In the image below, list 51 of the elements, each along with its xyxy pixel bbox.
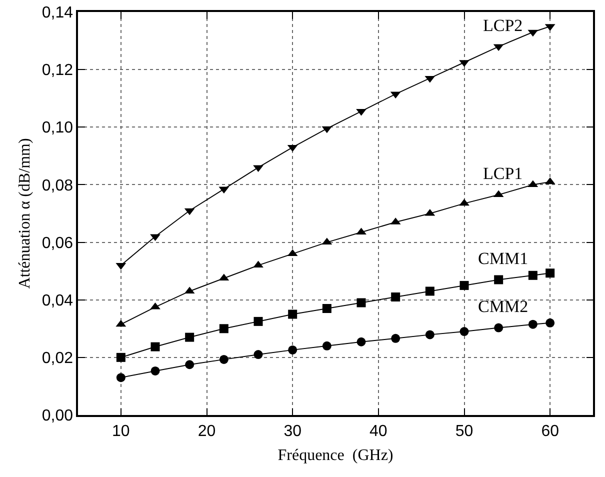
point (322, 341, 332, 350)
point (116, 352, 126, 362)
point (219, 324, 228, 334)
x-tick-label: 20 (198, 422, 216, 440)
point (150, 366, 160, 376)
y-tick-label: 0,06 (42, 234, 74, 252)
point (150, 342, 160, 352)
point (546, 268, 555, 278)
series-label: CMM2 (478, 297, 528, 316)
point (116, 373, 126, 382)
point (460, 280, 469, 290)
y-tick-label: 0,00 (42, 408, 74, 425)
point (391, 292, 400, 302)
y-tick-label: 0,02 (42, 350, 74, 368)
point (546, 318, 555, 328)
series-label: CMM1 (478, 249, 528, 268)
point (356, 337, 366, 346)
point (253, 260, 264, 268)
x-tick-label: 10 (112, 422, 130, 440)
y-tick-label: 0,04 (42, 292, 74, 310)
x-tick-label: 30 (284, 422, 302, 440)
point (459, 198, 470, 206)
point (494, 323, 504, 332)
point (185, 360, 194, 370)
series-label: LCP1 (483, 164, 523, 183)
point (356, 298, 366, 308)
y-tick-label: 0,14 (42, 4, 74, 22)
point (391, 334, 400, 343)
point (288, 345, 298, 354)
y-tick-label: 0,08 (42, 177, 74, 194)
y-tick-label: 0,10 (42, 120, 74, 137)
point (322, 304, 332, 313)
point (254, 350, 263, 360)
point (150, 234, 160, 242)
x-tick-label: 40 (370, 422, 388, 440)
point (425, 286, 434, 296)
x-tick-label: 60 (541, 422, 560, 440)
point (254, 316, 263, 326)
x-tick-label: 50 (455, 422, 474, 440)
y-axis-title: Atténuation α (dB/mm) (16, 138, 34, 289)
y-tick-label: 0,12 (42, 62, 74, 80)
point (528, 320, 538, 329)
point (425, 330, 434, 340)
x-axis-title: Fréquence (GHz) (278, 447, 394, 464)
point (494, 275, 504, 284)
point (219, 354, 228, 364)
point (288, 310, 298, 319)
point (460, 327, 469, 336)
legend-label: LCP2 (483, 16, 523, 35)
point (185, 332, 194, 342)
point (528, 270, 538, 280)
